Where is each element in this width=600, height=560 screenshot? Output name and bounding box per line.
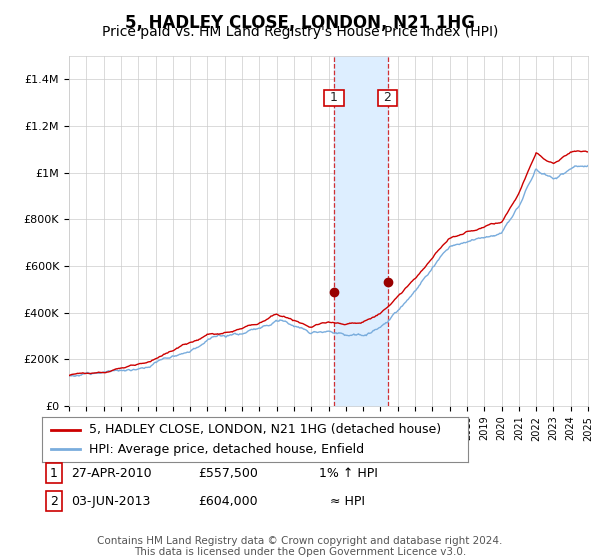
Text: 2: 2 bbox=[380, 91, 395, 105]
Text: 1: 1 bbox=[50, 466, 58, 480]
Text: Contains HM Land Registry data © Crown copyright and database right 2024.
This d: Contains HM Land Registry data © Crown c… bbox=[97, 535, 503, 557]
Text: 2: 2 bbox=[50, 494, 58, 508]
Text: 1: 1 bbox=[326, 91, 342, 105]
Text: £557,500: £557,500 bbox=[198, 466, 258, 480]
Text: 27-APR-2010: 27-APR-2010 bbox=[71, 466, 151, 480]
Text: ≈ HPI: ≈ HPI bbox=[331, 494, 365, 508]
Text: 5, HADLEY CLOSE, LONDON, N21 1HG: 5, HADLEY CLOSE, LONDON, N21 1HG bbox=[125, 14, 475, 32]
Text: £604,000: £604,000 bbox=[198, 494, 258, 508]
Text: Price paid vs. HM Land Registry's House Price Index (HPI): Price paid vs. HM Land Registry's House … bbox=[102, 25, 498, 39]
Text: 5, HADLEY CLOSE, LONDON, N21 1HG (detached house): 5, HADLEY CLOSE, LONDON, N21 1HG (detach… bbox=[89, 423, 441, 436]
Text: 1% ↑ HPI: 1% ↑ HPI bbox=[319, 466, 377, 480]
Text: 03-JUN-2013: 03-JUN-2013 bbox=[71, 494, 151, 508]
Text: HPI: Average price, detached house, Enfield: HPI: Average price, detached house, Enfi… bbox=[89, 443, 364, 456]
